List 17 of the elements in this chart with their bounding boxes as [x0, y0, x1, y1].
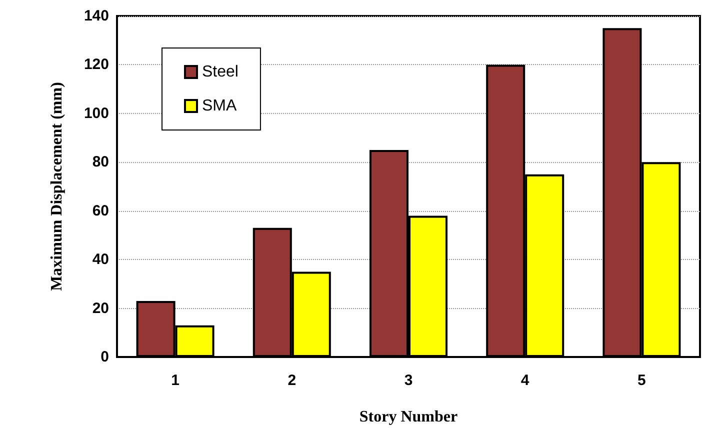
x-tick-label: 4	[520, 372, 530, 389]
y-tick-label: 80	[92, 154, 109, 171]
y-tick-label: 40	[92, 251, 109, 268]
y-axis-title: Maximum Displacement (mm)	[48, 82, 66, 291]
x-tick-label: 5	[638, 372, 646, 389]
x-tick-label: 3	[404, 372, 413, 389]
y-tick-label: 0	[100, 348, 109, 366]
y-tick-label: 100	[84, 104, 109, 122]
x-axis-title: Story Number	[359, 408, 458, 426]
y-tick-label: 120	[84, 56, 109, 74]
x-tick-label: 1	[171, 372, 180, 389]
y-tick-label: 140	[84, 8, 109, 24]
y-tick-label: 20	[92, 300, 109, 317]
legend-label: Steel	[202, 64, 238, 80]
y-tick-label: 60	[92, 202, 109, 220]
legend-label: SMA	[202, 98, 237, 114]
x-tick-label: 2	[288, 372, 296, 389]
